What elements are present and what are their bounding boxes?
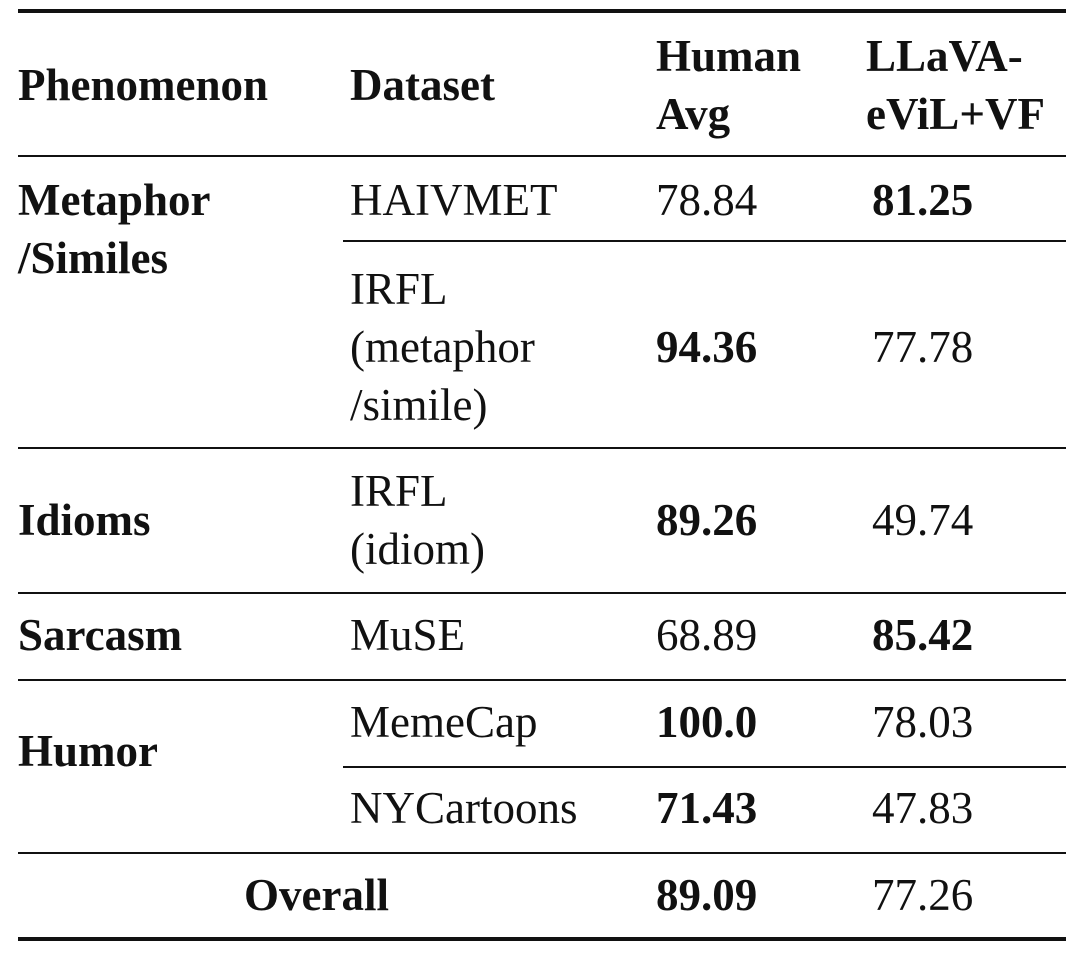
- overall-label: Overall: [244, 870, 389, 920]
- section-rule: [18, 592, 1066, 594]
- dataset-cell: MuSE: [350, 610, 466, 660]
- phenomenon-metaphor-similes: Metaphor /Similes: [18, 175, 211, 283]
- model-score: 81.25: [872, 175, 974, 225]
- dataset-cell: NYCartoons: [350, 783, 578, 833]
- header-rule: [18, 155, 1066, 157]
- human-score: 89.26: [656, 495, 758, 545]
- overall-model-score: 77.26: [872, 870, 974, 920]
- dataset-cell: IRFL (idiom): [350, 466, 485, 574]
- model-score: 49.74: [872, 495, 974, 545]
- row-divider: [343, 240, 1066, 242]
- phenomenon-sarcasm: Sarcasm: [18, 610, 183, 660]
- model-score: 77.78: [872, 322, 974, 372]
- human-score: 100.0: [656, 697, 758, 747]
- header-phenomenon: Phenomenon: [18, 60, 269, 110]
- header-model: LLaVA- eViL+VF: [866, 31, 1045, 139]
- section-rule: [18, 679, 1066, 681]
- human-score: 78.84: [656, 175, 758, 225]
- row-divider: [343, 766, 1066, 768]
- dataset-cell: MemeCap: [350, 697, 538, 747]
- overall-rule: [18, 852, 1066, 854]
- dataset-cell: IRFL (metaphor /simile): [350, 264, 535, 430]
- human-score: 94.36: [656, 322, 758, 372]
- model-score: 85.42: [872, 610, 974, 660]
- header-dataset: Dataset: [350, 60, 495, 110]
- bottom-rule: [18, 937, 1066, 941]
- dataset-cell: HAIVMET: [350, 175, 558, 225]
- human-score: 71.43: [656, 783, 758, 833]
- overall-human-score: 89.09: [656, 870, 758, 920]
- top-rule: [18, 9, 1066, 13]
- model-score: 78.03: [872, 697, 974, 747]
- phenomenon-humor: Humor: [18, 726, 158, 776]
- header-human-avg: Human Avg: [656, 31, 802, 139]
- section-rule: [18, 447, 1066, 449]
- model-score: 47.83: [872, 783, 974, 833]
- human-score: 68.89: [656, 610, 758, 660]
- phenomenon-idioms: Idioms: [18, 495, 151, 545]
